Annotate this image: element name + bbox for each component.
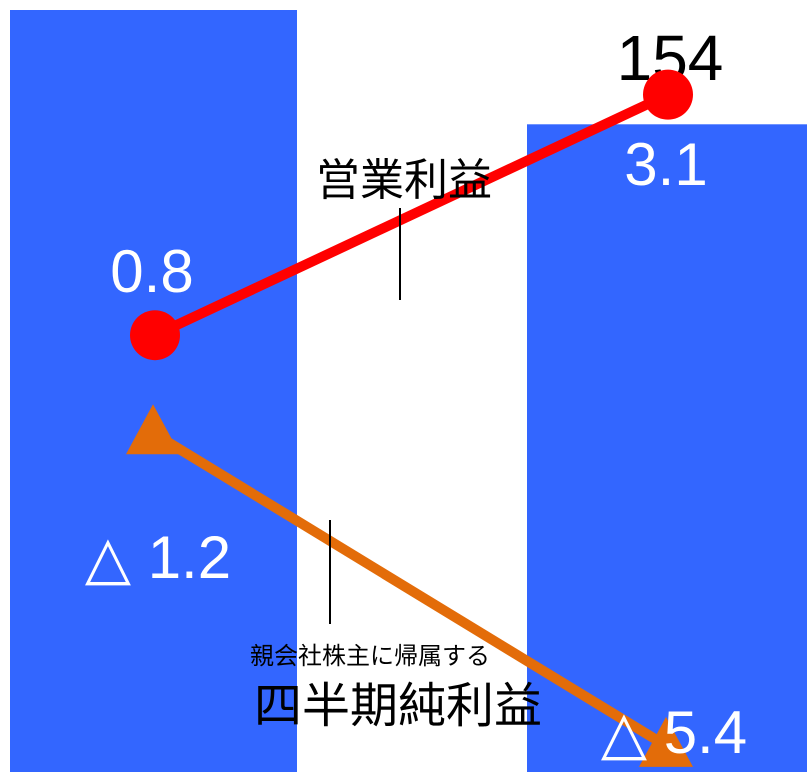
operating-profit-data-label: 3.1 (624, 131, 707, 198)
operating-profit-line (152, 90, 671, 340)
net-profit-series-name: 四半期純利益 (254, 678, 542, 734)
operating-profit-data-label: 0.8 (110, 238, 193, 305)
net-profit-data-label: △ 1.2 (85, 524, 231, 591)
operating-profit-point (643, 69, 693, 120)
net-profit-data-label: △ 5.4 (601, 699, 747, 766)
net-profit-point (126, 404, 180, 455)
net-profit-line (152, 429, 671, 752)
net-profit-series-prefix: 親会社株主に帰属する (250, 642, 490, 670)
bar-period-2 (527, 124, 807, 772)
operating-profit-series-name: 営業利益 (316, 155, 492, 206)
operating-profit-point (130, 310, 180, 361)
net-profit-point (639, 716, 693, 767)
bar-period-1 (10, 10, 297, 772)
